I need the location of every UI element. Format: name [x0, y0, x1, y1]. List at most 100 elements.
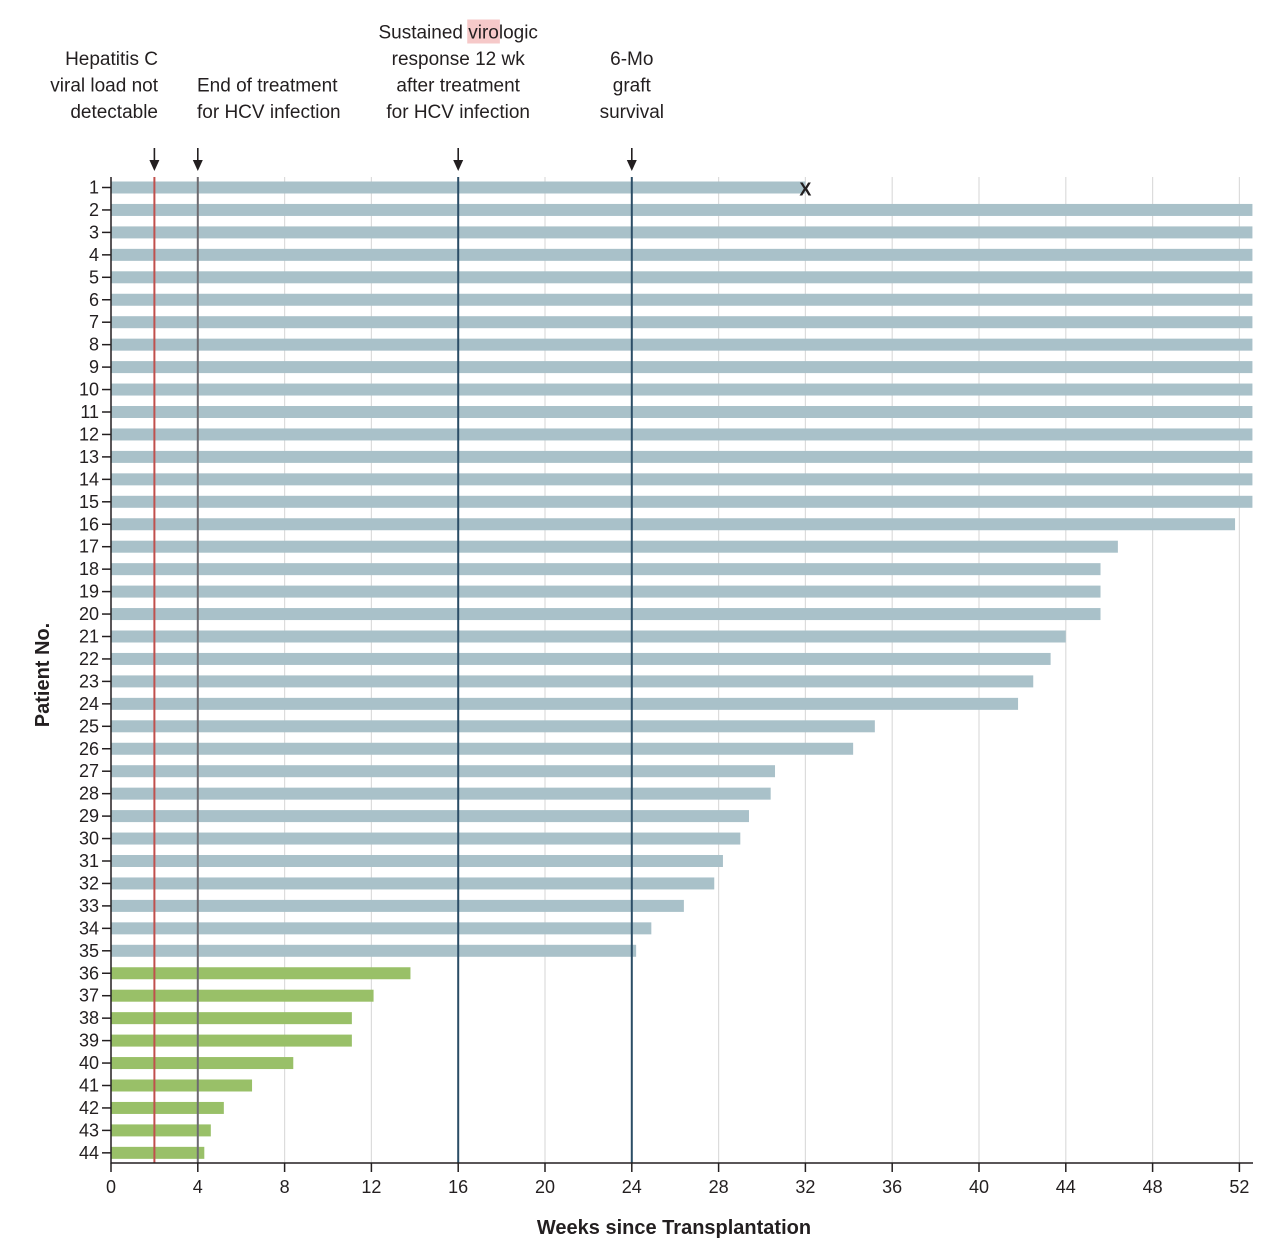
bar — [111, 406, 1253, 418]
arrow-head — [626, 160, 637, 171]
bar — [111, 1057, 294, 1070]
y-tick-label: 30 — [79, 829, 99, 849]
arrow-head — [192, 160, 203, 171]
y-tick-label: 44 — [79, 1143, 99, 1163]
y-tick-label: 31 — [79, 851, 99, 871]
bar — [111, 338, 1253, 351]
y-tick-label: 15 — [79, 492, 99, 512]
y-tick-label: 24 — [79, 694, 99, 714]
y-tick-label: 14 — [79, 469, 99, 489]
bar — [111, 675, 1034, 688]
bar — [111, 944, 637, 957]
y-tick-label: 9 — [89, 357, 99, 377]
annotation-group: Hepatitis C viral load not detectable — [50, 49, 160, 171]
y-tick-label: 40 — [79, 1053, 99, 1073]
annotation-group: End of treatment for HCV infection — [192, 76, 341, 171]
x-tick-label: 28 — [709, 1177, 729, 1197]
x-axis-title: Weeks since Transplantation — [537, 1217, 811, 1239]
bar — [111, 248, 1253, 261]
y-tick-label: 2 — [89, 200, 99, 220]
y-tick-label: 19 — [79, 582, 99, 602]
bar — [111, 630, 1066, 643]
y-tick-label: 12 — [79, 424, 99, 444]
bar — [111, 495, 1253, 508]
arrow-head — [453, 160, 464, 171]
bar — [111, 518, 1236, 531]
bar — [111, 1012, 352, 1025]
y-tick-label: 41 — [79, 1076, 99, 1096]
y-tick-label: 20 — [79, 604, 99, 624]
y-tick-label: 5 — [89, 267, 99, 287]
y-tick-label: 8 — [89, 335, 99, 355]
y-tick-label: 21 — [79, 627, 99, 647]
bar — [111, 1146, 205, 1159]
bars — [111, 181, 1253, 1159]
y-tick-label: 43 — [79, 1120, 99, 1140]
annotation-label: Sustained virologic — [378, 23, 537, 44]
annotations: X Hepatitis C viral load not detectable End … — [50, 19, 811, 200]
annotation-label: viral load not — [50, 76, 158, 97]
annotation-group: Sustained virologic response 12 wk after t… — [378, 19, 538, 171]
bar — [111, 203, 1253, 216]
y-tick-label: 28 — [79, 784, 99, 804]
x-tick-label: 12 — [361, 1177, 381, 1197]
y-tick-label: 34 — [79, 918, 99, 938]
bar — [111, 1034, 352, 1047]
y-tick-label: 37 — [79, 986, 99, 1006]
y-tick-label: 26 — [79, 739, 99, 759]
y-tick-label: 11 — [80, 402, 99, 422]
bar — [111, 316, 1253, 329]
y-tick-label: 17 — [79, 537, 99, 557]
annotation-group: 6-Mo graft survival — [600, 49, 664, 171]
bar — [111, 787, 771, 800]
x-tick-label: 52 — [1229, 1177, 1249, 1197]
y-axis-title: Patient No. — [32, 623, 54, 727]
bar — [111, 1079, 253, 1092]
annotation-label: graft — [613, 76, 652, 97]
x-tick-label: 8 — [280, 1177, 290, 1197]
annotation-label: response 12 wk — [392, 49, 526, 70]
y-tick-label: 33 — [79, 896, 99, 916]
bar — [111, 832, 741, 845]
bar — [111, 720, 875, 733]
bar — [111, 428, 1253, 441]
y-tick-label: 39 — [79, 1031, 99, 1051]
y-tick-label: 16 — [79, 514, 99, 534]
bar — [111, 473, 1253, 486]
bar — [111, 383, 1253, 396]
x-tick-label: 44 — [1056, 1177, 1076, 1197]
y-tick-label: 13 — [79, 447, 99, 467]
bar — [111, 877, 715, 890]
annotation-label: Hepatitis C — [65, 49, 158, 70]
y-tick-label: 27 — [79, 761, 99, 781]
y-tick-label: 7 — [89, 312, 99, 332]
x-tick-label: 32 — [795, 1177, 815, 1197]
bar — [111, 450, 1253, 463]
x-tick-label: 16 — [448, 1177, 468, 1197]
y-tick-label: 10 — [79, 380, 99, 400]
bar — [111, 1124, 211, 1137]
text-highlight — [467, 19, 500, 44]
axes: 0 4 8 12 16 20 24 28 32 36 40 44 48 52123456789101112… — [79, 177, 1253, 1197]
y-tick-label: 4 — [89, 245, 99, 265]
bar — [111, 585, 1101, 598]
y-tick-label: 23 — [79, 671, 99, 691]
y-tick-label: 6 — [89, 290, 99, 310]
x-tick-label: 48 — [1143, 1177, 1163, 1197]
x-tick-label: 20 — [535, 1177, 555, 1197]
bar — [111, 271, 1253, 284]
annotation-label: 6-Mo — [610, 49, 653, 70]
bar — [111, 922, 652, 935]
annotation-label: detectable — [70, 102, 158, 123]
y-tick-label: 22 — [79, 649, 99, 669]
y-tick-label: 35 — [79, 941, 99, 961]
bar — [111, 765, 776, 778]
bar — [111, 742, 854, 755]
bar — [111, 361, 1253, 374]
annotation-label: for HCV infection — [386, 102, 530, 123]
y-tick-label: 29 — [79, 806, 99, 826]
x-tick-label: 0 — [106, 1177, 116, 1197]
bar — [111, 563, 1101, 576]
bar — [111, 540, 1118, 553]
y-tick-label: 36 — [79, 963, 99, 983]
